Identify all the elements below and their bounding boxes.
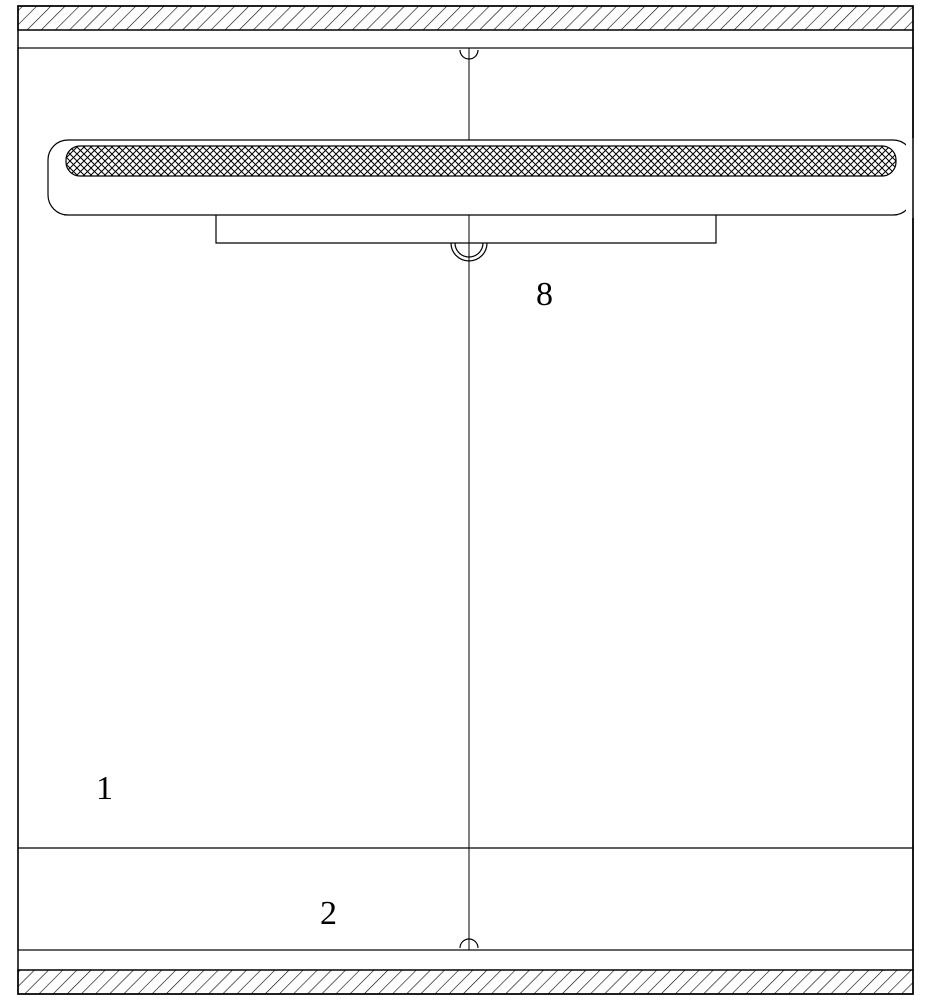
technical-diagram: 1 2 8 (0, 0, 931, 1000)
label-8: 8 (536, 276, 553, 314)
label-1: 1 (96, 770, 113, 808)
diagram-svg (0, 0, 931, 1000)
outline-mask-right (906, 138, 916, 218)
lower-bracket (216, 215, 716, 243)
top-hatched-bar (18, 6, 913, 30)
bottom-hatched-bar (18, 970, 913, 994)
crosshatched-bar (66, 146, 896, 176)
label-2: 2 (320, 895, 337, 933)
